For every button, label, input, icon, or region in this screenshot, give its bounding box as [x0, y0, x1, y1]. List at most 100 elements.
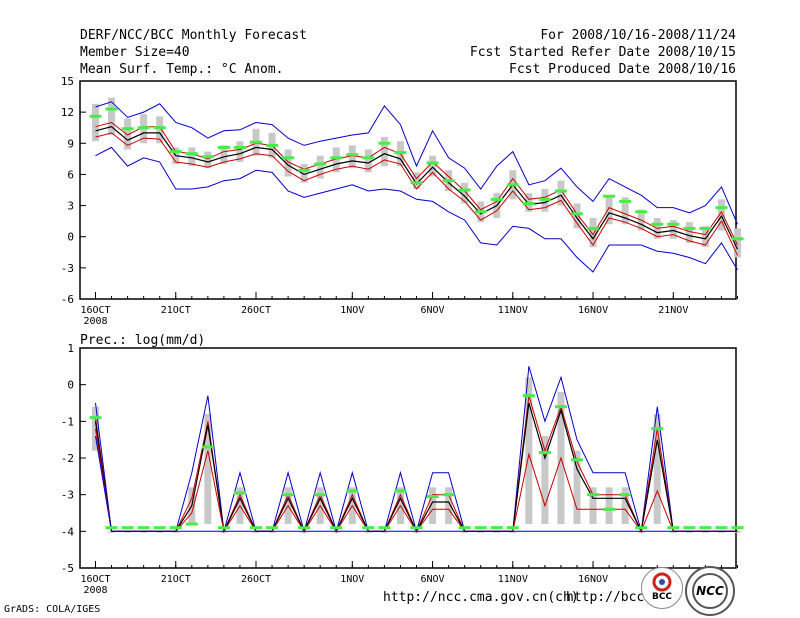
y-tick-label: -3: [61, 262, 74, 275]
fcst-produced-date: Fcst Produced Date 2008/10/16: [509, 62, 736, 77]
ensemble-box: [461, 531, 469, 533]
y-tick-label: 6: [67, 168, 74, 181]
header-right: For 2008/10/16-2008/11/24 Fcst Started R…: [470, 27, 736, 78]
series-min-line: [95, 146, 738, 273]
temperature-panel: -6 -3 0 3 6 9 12 15 16OCT 21OCT 26OCT 1NOV 6NOV 11NOV…: [61, 75, 744, 327]
plot-frame: [79, 347, 737, 569]
ensemble-box: [717, 531, 725, 533]
ensemble-box: [653, 414, 661, 524]
ensemble-box: [92, 406, 99, 451]
ensemble-box: [140, 531, 148, 533]
y-tick-label: -4: [61, 525, 75, 538]
x-tick-label: 16NOV: [578, 305, 608, 316]
ensemble-box: [316, 155, 324, 179]
bcc-logo-mark: [652, 572, 672, 592]
ensemble-box: [108, 97, 116, 135]
ensemble-box: [172, 531, 180, 533]
temp-panel-title: Mean Surf. Temp.: °C Anom.: [80, 62, 284, 77]
ncc-logo: NCC: [685, 566, 735, 616]
plot-frame: [79, 80, 737, 300]
ensemble-box: [445, 487, 453, 524]
ensemble-box: [108, 531, 116, 533]
ensemble-box: [589, 218, 597, 248]
x-tick-label: 1NOV: [340, 305, 364, 316]
ensemble-box: [621, 487, 629, 524]
ensemble-box: [188, 147, 196, 167]
ensemble-box: [348, 145, 356, 169]
ensemble-box: [605, 195, 613, 225]
ensemble-box: [669, 220, 677, 239]
ensemble-box: [236, 141, 244, 162]
precip-panel-title: Prec.: log(mm/d): [80, 333, 205, 348]
ensemble-box: [589, 487, 597, 524]
ensemble-box: [605, 487, 613, 524]
x-tick-label: 16OCT: [80, 305, 110, 316]
ensemble-box: [300, 164, 308, 183]
y-tick-label: 9: [67, 137, 74, 150]
ensemble-box: [669, 531, 677, 533]
y-tick-label: 0: [67, 231, 74, 244]
ensemble-box: [621, 197, 629, 225]
ensemble-box: [573, 450, 581, 524]
x-tick-label: 21OCT: [161, 574, 191, 585]
grads-credit: GrADS: COLA/IGES: [4, 604, 101, 615]
x-year-label: 2008: [83, 585, 107, 596]
x-tick-label: 16OCT: [80, 574, 110, 585]
bcc-logo-text: BCC: [651, 592, 673, 602]
ensemble-box: [525, 377, 533, 524]
x-tick-label: 26OCT: [241, 305, 271, 316]
ensemble-box: [124, 118, 132, 150]
ensemble-box: [429, 487, 437, 524]
ensemble-box: [717, 199, 725, 231]
ensemble-box: [509, 531, 517, 533]
member-size: Member Size=40: [80, 45, 190, 60]
y-tick-label: -1: [61, 415, 74, 428]
ensemble-box: [332, 147, 340, 173]
x-tick-label: 6NOV: [421, 574, 445, 585]
ensemble-box: [284, 149, 292, 177]
bcc-url-link[interactable]: http://bcc.: [566, 590, 653, 605]
ensemble-box: [220, 145, 228, 165]
ensemble-box: [364, 149, 372, 173]
y-tick-label: 15: [61, 75, 74, 88]
fcst-started-date: Fcst Started Refer Date 2008/10/15: [469, 45, 736, 60]
ensemble-box: [204, 414, 212, 524]
ensemble-box: [573, 203, 581, 229]
x-tick-label: 1NOV: [340, 574, 364, 585]
ensemble-box: [380, 531, 388, 533]
ensemble-box: [477, 531, 485, 533]
y-tick-label: 12: [61, 106, 74, 119]
ensemble-box: [156, 531, 164, 533]
ensemble-box: [461, 182, 469, 204]
y-tick-label: -2: [61, 452, 74, 465]
ensemble-box: [429, 155, 437, 177]
ensemble-box: [364, 531, 372, 533]
x-tick-label: 21OCT: [161, 305, 191, 316]
y-tick-label: 0: [67, 379, 74, 392]
ensemble-box: [204, 151, 212, 169]
y-tick-label: -5: [61, 562, 74, 575]
y-tick-label: 3: [67, 200, 74, 213]
ensemble-box: [124, 531, 132, 533]
y-tick-label: -3: [61, 489, 74, 502]
chart-title: DERF/NCC/BCC Monthly Forecast: [80, 28, 307, 43]
ensemble-box: [541, 436, 549, 524]
header-left: DERF/NCC/BCC Monthly Forecast Member Siz…: [80, 27, 307, 78]
ensemble-box: [413, 172, 420, 189]
ensemble-box: [701, 531, 709, 533]
ensemble-box: [268, 531, 276, 533]
ensemble-box: [685, 531, 693, 533]
x-tick-label: 26OCT: [241, 574, 271, 585]
ncc-logo-mark: [692, 573, 728, 609]
y-tick-label: 1: [67, 342, 74, 355]
x-year-label: 2008: [83, 316, 107, 327]
ensemble-box: [493, 531, 501, 533]
ensemble-box: [685, 222, 693, 243]
x-tick-label: 6NOV: [421, 305, 445, 316]
series-max-line: [95, 101, 738, 225]
x-tick-label: 21NOV: [658, 305, 688, 316]
ensemble-box: [734, 531, 741, 533]
x-tick-label: 16NOV: [578, 574, 608, 585]
ncc-url-link[interactable]: http://ncc.cma.gov.cn(ch): [383, 590, 579, 605]
